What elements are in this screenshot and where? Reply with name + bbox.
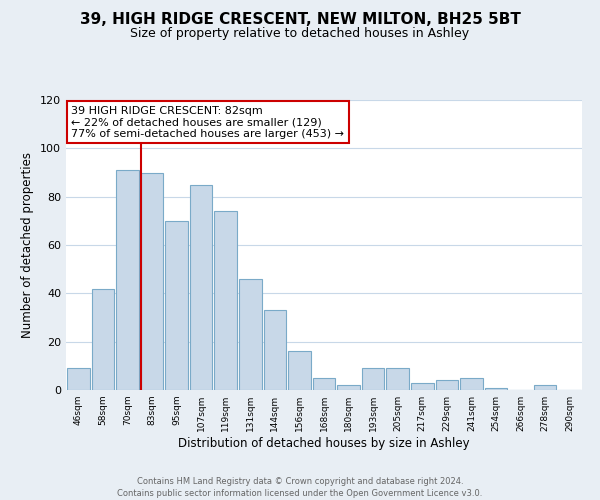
- Bar: [362, 368, 385, 390]
- Bar: [411, 383, 434, 390]
- Bar: [116, 170, 139, 390]
- Bar: [239, 279, 262, 390]
- Bar: [92, 288, 114, 390]
- Bar: [190, 184, 212, 390]
- Text: Contains public sector information licensed under the Open Government Licence v3: Contains public sector information licen…: [118, 489, 482, 498]
- Text: 39, HIGH RIDGE CRESCENT, NEW MILTON, BH25 5BT: 39, HIGH RIDGE CRESCENT, NEW MILTON, BH2…: [80, 12, 520, 28]
- Bar: [436, 380, 458, 390]
- Text: 39 HIGH RIDGE CRESCENT: 82sqm
← 22% of detached houses are smaller (129)
77% of : 39 HIGH RIDGE CRESCENT: 82sqm ← 22% of d…: [71, 106, 344, 139]
- Y-axis label: Number of detached properties: Number of detached properties: [22, 152, 34, 338]
- Bar: [460, 378, 483, 390]
- Bar: [313, 378, 335, 390]
- Bar: [386, 368, 409, 390]
- Bar: [165, 221, 188, 390]
- Bar: [263, 310, 286, 390]
- Bar: [485, 388, 508, 390]
- Text: Contains HM Land Registry data © Crown copyright and database right 2024.: Contains HM Land Registry data © Crown c…: [137, 478, 463, 486]
- Text: Size of property relative to detached houses in Ashley: Size of property relative to detached ho…: [130, 28, 470, 40]
- Bar: [214, 211, 237, 390]
- X-axis label: Distribution of detached houses by size in Ashley: Distribution of detached houses by size …: [178, 437, 470, 450]
- Bar: [67, 368, 89, 390]
- Bar: [534, 385, 556, 390]
- Bar: [288, 352, 311, 390]
- Bar: [337, 385, 360, 390]
- Bar: [140, 172, 163, 390]
